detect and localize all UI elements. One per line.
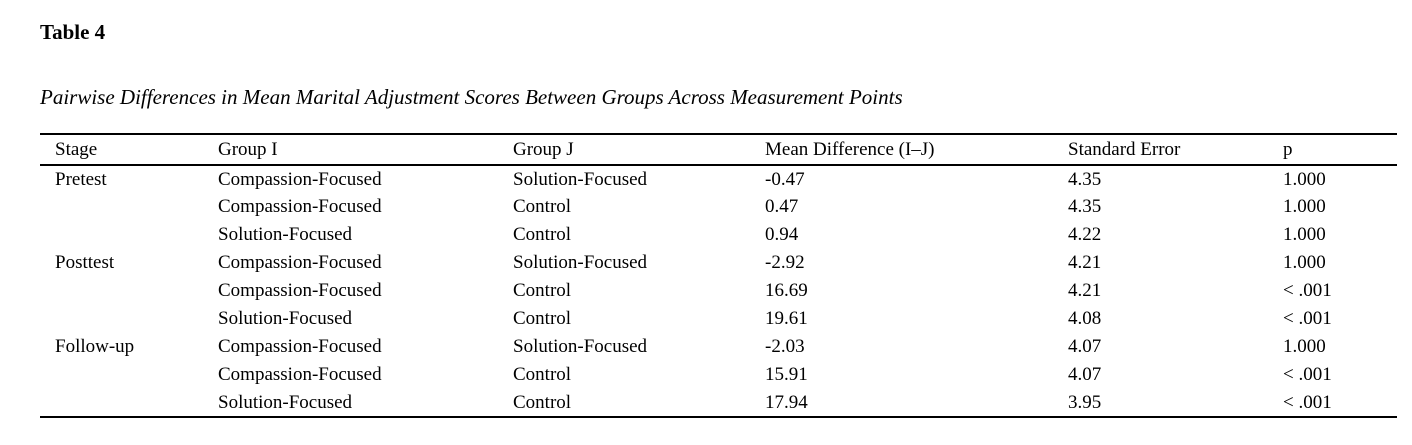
table-cell: 0.47 (765, 196, 799, 217)
table-cell (40, 305, 218, 333)
table-cell: Compassion-Focused (218, 364, 382, 385)
table-cell: 1.000 (1283, 252, 1326, 273)
table-cell: Control (513, 196, 572, 217)
table-row: Solution-Focused Control 17.94 3.95 < .001 (40, 389, 1397, 417)
table-cell (40, 361, 218, 389)
table-cell: 16.69 (765, 280, 808, 301)
table-cell: -0.47 (765, 168, 805, 190)
table-cell: Pretest (55, 168, 107, 190)
table-cell: Compassion-Focused (218, 280, 382, 301)
table-cell: Compassion-Focused (218, 168, 382, 190)
table-cell: -2.92 (765, 252, 805, 273)
table-cell: 4.22 (1068, 224, 1102, 245)
table-cell: Control (513, 280, 572, 301)
table-row: Compassion-Focused Control 15.91 4.07 < .001 (40, 361, 1397, 389)
table-cell: 15.91 (765, 364, 808, 385)
table-cell: 1.000 (1283, 168, 1326, 190)
table-cell: -2.03 (765, 336, 805, 357)
column-header-p-value: p (1283, 134, 1397, 166)
pairwise-differences-table: Stage Group I Group J Mean Difference (I… (40, 133, 1397, 418)
table-row: Solution-Focused Control 0.94 4.22 1.000 (40, 221, 1397, 249)
table-cell: 4.21 (1068, 252, 1102, 273)
column-header-group-i: Group I (218, 134, 513, 166)
table-cell: 4.21 (1068, 280, 1102, 301)
table-cell: < .001 (1283, 391, 1332, 413)
table-row: Posttest Compassion-Focused Solution-Focus… (40, 249, 1397, 277)
table-cell: Control (513, 308, 572, 329)
table-cell (40, 221, 218, 249)
table-cell (40, 389, 218, 417)
table-cell: 17.94 (765, 391, 808, 413)
table-cell: Compassion-Focused (218, 196, 382, 217)
table-cell: Compassion-Focused (218, 336, 382, 357)
table-cell: < .001 (1283, 308, 1332, 329)
table-cell: 1.000 (1283, 224, 1326, 245)
table-cell (40, 277, 218, 305)
table-cell: Solution-Focused (218, 308, 353, 329)
table-cell: Follow-up (55, 336, 135, 357)
table-row: Compassion-Focused Control 0.47 4.35 1.000 (40, 193, 1397, 221)
table-caption: Pairwise Differences in Mean Marital Adj… (40, 85, 903, 109)
table-row: Compassion-Focused Control 16.69 4.21 < .001 (40, 277, 1397, 305)
table-cell: Compassion-Focused (218, 252, 382, 273)
table-cell: Solution-Focused (513, 336, 648, 357)
table-cell: Solution-Focused (513, 252, 648, 273)
table-row: Pretest Compassion-Focused Solution-Focuse… (40, 165, 1397, 193)
table-cell: Control (513, 391, 572, 413)
table-row: Solution-Focused Control 19.61 4.08 < .001 (40, 305, 1397, 333)
table-cell: 4.35 (1068, 196, 1102, 217)
table-header-row: Stage Group I Group J Mean Difference (I… (40, 134, 1397, 166)
table-row: Follow-up Compassion-Focused Solution-Focu… (40, 333, 1397, 361)
column-header-standard-error: Standard Error (1068, 134, 1283, 166)
table-cell: < .001 (1283, 364, 1332, 385)
table-cell: 1.000 (1283, 336, 1326, 357)
column-header-group-j: Group J (513, 134, 765, 166)
table-cell (40, 193, 218, 221)
table-number-title: Table 4 (40, 20, 106, 44)
table-cell: 1.000 (1283, 196, 1326, 217)
table-body: Pretest Compassion-Focused Solution-Focuse… (40, 165, 1397, 417)
table-cell: 4.35 (1068, 168, 1102, 190)
table-cell: < .001 (1283, 280, 1332, 301)
table-cell: 4.07 (1068, 336, 1102, 357)
table-cell: Solution-Focused (218, 224, 353, 245)
table-cell: 19.61 (765, 308, 808, 329)
table-cell: Solution-Focused (513, 168, 648, 190)
table-cell: 0.94 (765, 224, 799, 245)
column-header-mean-difference: Mean Difference (I–J) (765, 134, 1068, 166)
table-cell: Solution-Focused (218, 391, 353, 413)
table-cell: 4.08 (1068, 308, 1102, 329)
table-cell: Posttest (55, 252, 115, 273)
table-cell: Control (513, 364, 572, 385)
table-cell: 3.95 (1068, 391, 1102, 413)
column-header-stage: Stage (40, 134, 218, 166)
table-cell: 4.07 (1068, 364, 1102, 385)
table-cell: Control (513, 224, 572, 245)
